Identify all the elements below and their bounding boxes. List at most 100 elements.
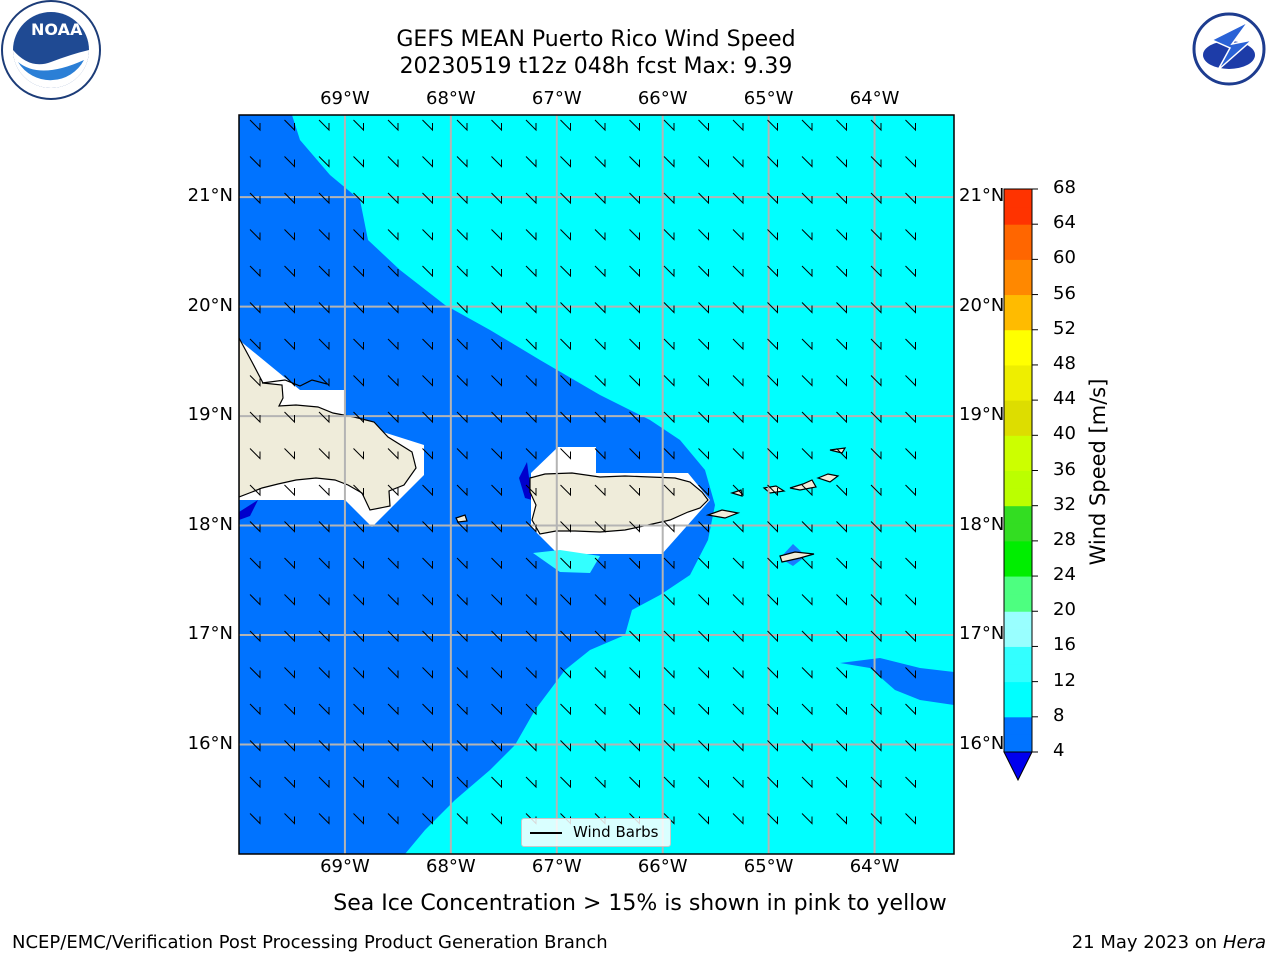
wind-barb: [663, 813, 675, 825]
wind-barb: [663, 119, 675, 132]
lat-tick-label: 18°N: [187, 513, 233, 535]
wind-barb: [249, 229, 261, 241]
legend-line-icon: [530, 832, 562, 834]
wind-barb: [767, 521, 778, 533]
wind-barb: [387, 594, 399, 606]
lon-tick-label: 69°W: [320, 88, 370, 109]
wind-barb: [594, 594, 606, 606]
wind-barb: [491, 119, 502, 132]
wind-barb: [353, 192, 364, 205]
wind-barb: [870, 265, 882, 278]
wind-barb: [318, 484, 330, 497]
colorbar-segment: [1004, 716, 1032, 735]
colorbar-segment: [1004, 734, 1032, 753]
lat-tick-label: 20°N: [187, 294, 233, 316]
wind-barb: [836, 192, 847, 205]
wind-barb: [698, 776, 709, 789]
wind-barb: [318, 411, 330, 424]
wind-barb: [491, 229, 502, 241]
wind-barb: [249, 594, 261, 606]
colorbar-extend-low: [1003, 751, 1033, 782]
lon-tick-label: 66°W: [637, 88, 688, 109]
lon-tick-label: 67°W: [531, 88, 582, 109]
wind-barb: [732, 703, 744, 716]
wind-barb: [560, 557, 571, 570]
wind-barb: [663, 265, 675, 278]
wind-barb: [698, 813, 709, 825]
wind-barb: [491, 448, 502, 460]
colorbar-segment: [1004, 382, 1032, 401]
colorbar-segment: [1004, 576, 1032, 595]
wind-barb: [594, 630, 606, 643]
wind-barb: [732, 667, 744, 679]
wind-barb: [732, 740, 744, 752]
wind-barb: [801, 776, 813, 789]
footer-host: Hera: [1222, 932, 1266, 953]
wind-barb: [732, 813, 744, 825]
wind-barb: [836, 703, 847, 716]
wind-barb: [870, 521, 882, 533]
wind-barb: [249, 557, 261, 570]
wind-barb: [801, 594, 813, 606]
wind-barb: [456, 302, 468, 314]
wind-barb: [629, 484, 640, 497]
wind-barb: [767, 375, 778, 387]
chart-subtitle: 20230519 t12z 048h fcst Max: 9.39: [399, 54, 793, 79]
colorbar-segment: [1004, 189, 1032, 208]
wind-barb: [387, 667, 399, 679]
wind-barb: [387, 484, 399, 497]
colorbar-segment: [1004, 417, 1032, 436]
wind-barb: [560, 411, 571, 424]
wind-barb: [525, 302, 537, 314]
wind-barb: [249, 411, 261, 424]
wind-barb: [905, 740, 916, 752]
ocean-fast-patch-pr-south: [533, 550, 600, 573]
wind-barb: [870, 229, 882, 241]
wind-barb: [698, 411, 709, 424]
wind-barb: [387, 630, 399, 643]
wind-barb: [767, 229, 778, 241]
lat-tick-label: 21°N: [187, 185, 233, 207]
colorbar-label: Wind Speed [m/s]: [1086, 378, 1110, 566]
wind-barb: [801, 265, 813, 278]
wind-barb: [318, 265, 330, 278]
wind-barb: [663, 521, 675, 533]
wind-barb: [698, 192, 709, 205]
wind-barb: [284, 229, 295, 241]
wind-barb: [560, 667, 571, 679]
chart-title: GEFS MEAN Puerto Rico Wind Speed: [396, 27, 796, 52]
wind-barb: [870, 338, 882, 351]
wind-barb: [318, 667, 330, 679]
wind-barb: [284, 521, 295, 533]
wind-barb: [801, 557, 813, 570]
wind-barb: [318, 375, 330, 387]
wind-barb: [456, 594, 468, 606]
wind-barb: [456, 192, 468, 205]
legend-box: Wind Barbs: [521, 818, 671, 847]
wind-barb: [698, 521, 709, 533]
wind-barb: [525, 375, 537, 387]
wind-barb: [491, 667, 502, 679]
colorbar: [1003, 188, 1038, 782]
wind-barb: [422, 703, 433, 716]
wind-barb: [836, 776, 847, 789]
wind-barb: [767, 192, 778, 205]
colorbar-tick-label: 12: [1053, 669, 1076, 691]
wind-barb: [698, 302, 709, 314]
colorbar-segment: [1004, 523, 1032, 542]
footer-date-text: 21 May 2023 on: [1071, 932, 1218, 953]
noaa-logo-text: NOAA: [31, 20, 83, 39]
wind-barb: [594, 229, 606, 241]
wind-barb: [525, 484, 537, 497]
colorbar-segment: [1004, 628, 1032, 647]
wind-barb: [698, 119, 709, 132]
wind-barb: [663, 156, 675, 168]
lon-tick-label: 64°W: [849, 856, 900, 877]
wind-barb: [629, 740, 640, 752]
wind-barb: [525, 265, 537, 278]
wind-barb: [905, 484, 916, 497]
wind-barb: [422, 776, 433, 789]
wind-barb: [629, 411, 640, 424]
wind-barb: [249, 484, 261, 497]
wind-barb: [629, 594, 640, 606]
